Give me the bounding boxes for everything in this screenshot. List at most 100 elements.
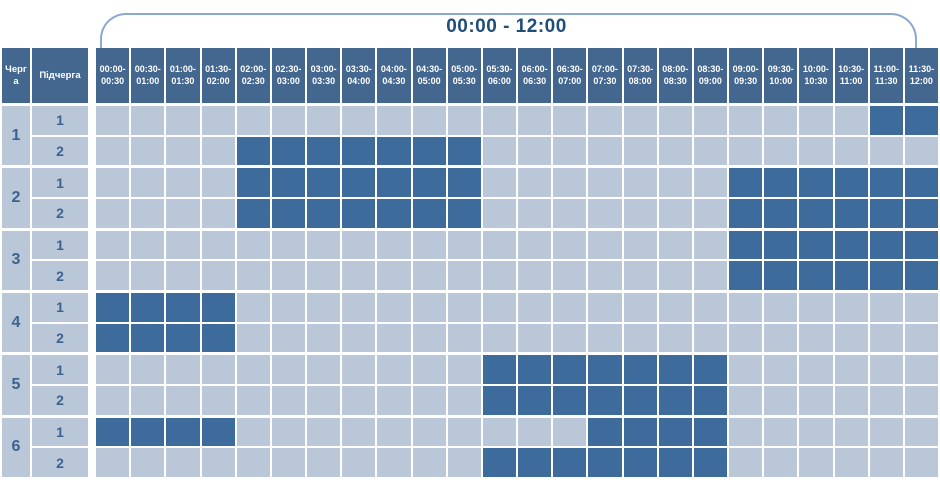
schedule-cell — [834, 323, 868, 353]
schedule-cell — [377, 385, 411, 415]
schedule-cell — [271, 323, 305, 353]
schedule-cell — [729, 323, 763, 353]
schedule-cell — [447, 323, 481, 353]
schedule-cell — [96, 323, 130, 353]
time-slot-header: 09:30- 10:00 — [764, 48, 798, 103]
schedule-cell — [342, 417, 376, 447]
schedule-cell — [588, 106, 622, 135]
schedule-cell — [236, 292, 270, 322]
schedule-cell — [482, 261, 516, 290]
schedule-cell — [96, 355, 130, 384]
schedule-cell — [377, 417, 411, 447]
schedule-cell — [799, 292, 833, 322]
schedule-cell — [764, 198, 798, 228]
schedule-cell — [412, 355, 446, 384]
schedule-cell — [377, 292, 411, 322]
schedule-cell — [729, 198, 763, 228]
schedule-cell — [904, 448, 938, 477]
subqueue-label: 1 — [32, 292, 88, 322]
schedule-cell — [553, 261, 587, 290]
schedule-cell — [729, 136, 763, 166]
schedule-cell — [588, 355, 622, 384]
schedule-cell — [131, 136, 165, 166]
schedule-cell — [236, 198, 270, 228]
schedule-cell — [342, 106, 376, 135]
schedule-cell — [799, 106, 833, 135]
schedule-cell — [412, 323, 446, 353]
schedule-cell — [799, 168, 833, 197]
schedule-cell — [342, 385, 376, 415]
schedule-cell — [342, 136, 376, 166]
time-slot-header: 04:30- 05:00 — [412, 48, 446, 103]
schedule-cell — [904, 198, 938, 228]
time-slot-header: 11:00- 11:30 — [869, 48, 903, 103]
subqueue-label: 1 — [32, 106, 88, 135]
schedule-cell — [518, 230, 552, 260]
schedule-cell — [201, 230, 235, 260]
schedule-cell — [693, 417, 727, 447]
schedule-cell — [693, 448, 727, 477]
schedule-cell — [518, 292, 552, 322]
schedule-cell — [412, 230, 446, 260]
schedule-cell — [834, 292, 868, 322]
schedule-cell — [166, 136, 200, 166]
schedule-cell — [729, 230, 763, 260]
schedule-cell — [482, 292, 516, 322]
schedule-cell — [377, 323, 411, 353]
schedule-cell — [96, 168, 130, 197]
schedule-cell — [764, 292, 798, 322]
schedule-cell — [131, 168, 165, 197]
schedule-cell — [623, 168, 657, 197]
schedule-cell — [693, 355, 727, 384]
schedule-cell — [236, 168, 270, 197]
schedule-cell — [482, 106, 516, 135]
schedule-cell — [869, 385, 903, 415]
schedule-cell — [166, 168, 200, 197]
schedule-cell — [834, 417, 868, 447]
schedule-cell — [799, 448, 833, 477]
schedule-cell — [482, 448, 516, 477]
time-slot-header: 08:00- 08:30 — [658, 48, 692, 103]
queue-group-label: 1 — [2, 106, 30, 166]
schedule-cell — [166, 198, 200, 228]
schedule-cell — [271, 136, 305, 166]
schedule-cell — [342, 261, 376, 290]
time-slot-header: 02:30- 03:00 — [271, 48, 305, 103]
schedule-cell — [271, 198, 305, 228]
queue-group-label: 4 — [2, 292, 30, 353]
schedule-cell — [236, 417, 270, 447]
schedule-cell — [271, 417, 305, 447]
time-slot-header: 07:00- 07:30 — [588, 48, 622, 103]
schedule-cell — [236, 385, 270, 415]
column-spacer — [90, 293, 94, 352]
schedule-cell — [623, 448, 657, 477]
schedule-cell — [658, 230, 692, 260]
schedule-cell — [447, 230, 481, 260]
schedule-cell — [588, 168, 622, 197]
schedule-cell — [869, 292, 903, 322]
schedule-cell — [869, 136, 903, 166]
time-slot-header: 10:30- 11:00 — [834, 48, 868, 103]
subqueue-label: 2 — [32, 323, 88, 353]
schedule-cell — [834, 261, 868, 290]
schedule-cell — [553, 292, 587, 322]
schedule-cell — [869, 417, 903, 447]
schedule-cell — [904, 355, 938, 384]
subqueue-label: 1 — [32, 355, 88, 384]
time-slot-header: 00:00- 00:30 — [96, 48, 130, 103]
schedule-cell — [482, 198, 516, 228]
schedule-cell — [658, 168, 692, 197]
schedule-cell — [271, 106, 305, 135]
schedule-cell — [412, 136, 446, 166]
schedule-cell — [271, 261, 305, 290]
schedule-cell — [131, 355, 165, 384]
schedule-cell — [342, 292, 376, 322]
schedule-cell — [307, 168, 341, 197]
schedule-cell — [869, 448, 903, 477]
schedule-cell — [307, 136, 341, 166]
schedule-cell — [834, 230, 868, 260]
